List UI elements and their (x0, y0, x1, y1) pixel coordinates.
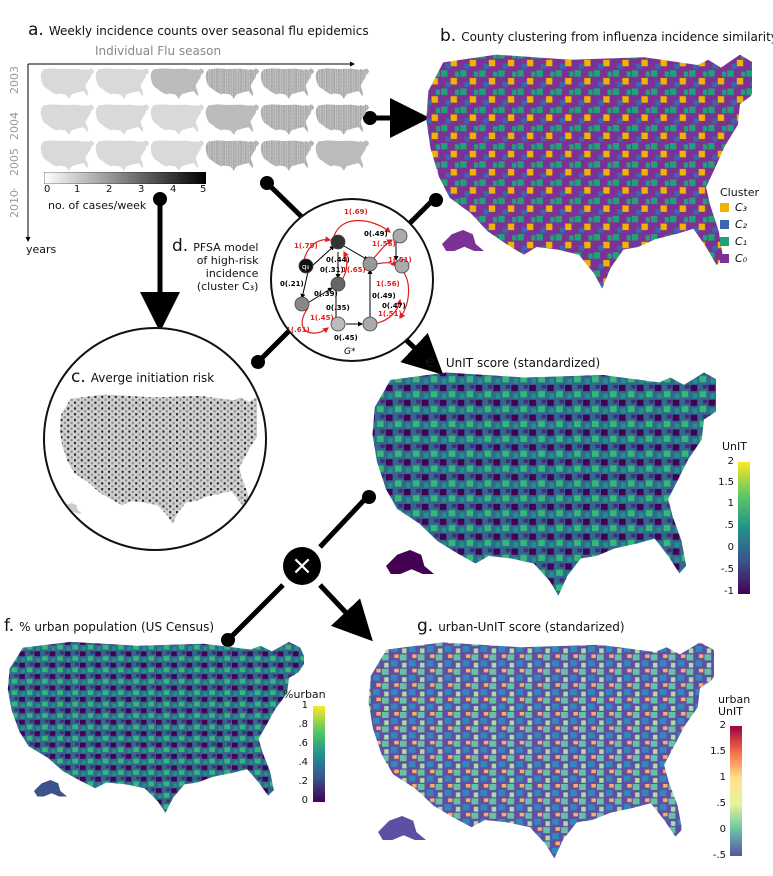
panel-d-pfsa-circle: q₀ 1(.69) 1(.79) 1(.56) 1(.65) 1(.51) 1(… (270, 198, 434, 362)
connector-a-to-d (265, 181, 307, 222)
svg-text:0(.21): 0(.21) (280, 280, 304, 288)
panel-e-colorbar (738, 462, 750, 594)
pfsa-graph: q₀ 1(.69) 1(.79) 1(.56) 1(.65) 1(.51) 1(… (280, 208, 412, 357)
pfsa-node-label: q₀ (302, 263, 309, 271)
svg-text:0(.31): 0(.31) (320, 266, 344, 274)
panel-g-legend-title: urban UnIT (718, 693, 751, 718)
panel-g-colorbar (730, 726, 742, 856)
panel-b-legend: Cluster C₃ C₂ C₁ C₀ (720, 186, 760, 265)
panel-f-colorbar-ticks: 1 .8 .6 .4 .2 0 (298, 700, 308, 806)
svg-text:1(.56): 1(.56) (376, 280, 400, 288)
svg-text:1(.61): 1(.61) (286, 326, 310, 334)
svg-text:0(.39): 0(.39) (314, 290, 338, 298)
svg-text:1(.69): 1(.69) (344, 208, 368, 216)
arrow-op-to-g (318, 583, 373, 642)
svg-text:1(.79): 1(.79) (294, 242, 318, 250)
panel-a-axes (25, 61, 355, 242)
svg-text:1(.65): 1(.65) (342, 266, 366, 274)
svg-text:1(.56): 1(.56) (372, 240, 396, 248)
panel-e-colorbar-ticks: 2 1.5 1 .5 0 -.5 -1 (718, 456, 734, 597)
panel-f-legend-title: %urban (283, 688, 326, 701)
connector-e-to-op (318, 495, 369, 549)
svg-text:1(.51): 1(.51) (388, 256, 412, 264)
panel-e-title: e. UnIT score (standardized) (425, 352, 601, 372)
panel-a-year-labels: 2003 2004 2005 · · · 2010 (8, 66, 34, 218)
panel-c-circle: c. Averge initiation risk (43, 327, 267, 551)
panel-e-unit-map (372, 372, 716, 596)
svg-text:0(.45): 0(.45) (334, 334, 358, 342)
svg-text:0(.47): 0(.47) (382, 302, 406, 310)
arrow-d-to-e (400, 332, 444, 375)
svg-text:0(.49): 0(.49) (372, 292, 396, 300)
panel-c-risk-map (59, 394, 257, 525)
panel-a-grayscale-bar (44, 172, 206, 184)
connector-f-to-op (228, 583, 285, 640)
svg-text:0(.44): 0(.44) (326, 256, 350, 264)
panel-c-title: c. Averge initiation risk (71, 367, 215, 387)
panel-b-cluster-map (426, 54, 752, 289)
panel-d-caption: d. PFSA model of high-risk incidence (clu… (172, 236, 259, 294)
svg-text:0(.49): 0(.49) (364, 230, 388, 238)
panel-a-map-grid (40, 68, 370, 171)
svg-text:0(.35): 0(.35) (326, 304, 350, 312)
panel-a-axis-top-label: Individual Flu season (95, 44, 222, 58)
panel-a-scale-ticks: 0 1 2 3 4 5 (44, 184, 207, 195)
panel-g-colorbar-ticks: 2 1.5 1 .5 0 -.5 (710, 720, 726, 861)
panel-f-colorbar (313, 706, 325, 802)
panel-b-title: b. County clustering from influenza incid… (440, 26, 773, 46)
panel-a-axis-left-label: years (26, 243, 57, 256)
pfsa-graph-label: G* (344, 347, 356, 357)
panel-f-title: f.% urban population (US Census) (4, 616, 215, 636)
panel-e-legend-title: UnIT (722, 440, 747, 453)
svg-text:1(.51): 1(.51) (378, 310, 402, 318)
panel-g-title: g. urban-UnIT score (standarized) (417, 616, 625, 636)
svg-text:1(.45): 1(.45) (310, 314, 334, 322)
panel-a-scale-label: no. of cases/week (48, 199, 147, 212)
panel-g-urban-unit-map (368, 642, 714, 859)
multiply-operator-icon: × (283, 547, 321, 585)
panel-f-urban-map (7, 641, 304, 813)
panel-a-title: a. Weekly incidence counts over seasonal … (28, 20, 369, 40)
